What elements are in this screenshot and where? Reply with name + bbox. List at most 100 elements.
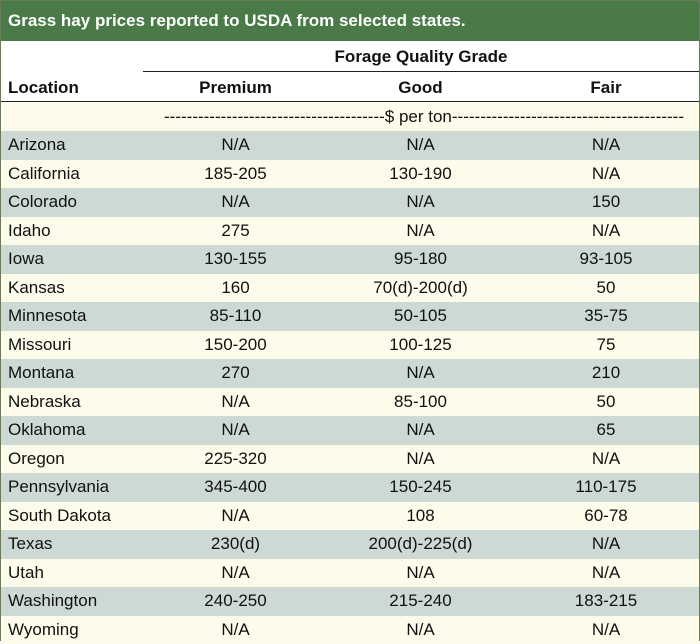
location-cell: Idaho bbox=[8, 217, 51, 246]
fair-price-cell: N/A bbox=[513, 217, 699, 246]
premium-price-cell: 160 bbox=[143, 274, 328, 303]
fair-price-cell: 60-78 bbox=[513, 502, 699, 531]
location-cell: Oklahoma bbox=[8, 416, 85, 445]
good-price-cell: 95-180 bbox=[328, 245, 513, 274]
location-cell: Oregon bbox=[8, 445, 65, 474]
location-cell: Arizona bbox=[8, 131, 66, 160]
fair-price-cell: 110-175 bbox=[513, 473, 699, 502]
premium-price-cell: 150-200 bbox=[143, 331, 328, 360]
header-divider bbox=[1, 101, 699, 102]
fair-price-cell: N/A bbox=[513, 445, 699, 474]
good-column-header: Good bbox=[328, 78, 513, 98]
location-cell: Missouri bbox=[8, 331, 71, 360]
group-header-underline bbox=[143, 71, 699, 72]
premium-price-cell: 230(d) bbox=[143, 530, 328, 559]
good-price-cell: 100-125 bbox=[328, 331, 513, 360]
good-price-cell: N/A bbox=[328, 359, 513, 388]
premium-price-cell: 85-110 bbox=[143, 302, 328, 331]
premium-price-cell: N/A bbox=[143, 559, 328, 588]
premium-price-cell: 185-205 bbox=[143, 160, 328, 189]
premium-price-cell: N/A bbox=[143, 502, 328, 531]
good-price-cell: 150-245 bbox=[328, 473, 513, 502]
good-price-cell: N/A bbox=[328, 416, 513, 445]
good-price-cell: N/A bbox=[328, 559, 513, 588]
good-price-cell: 85-100 bbox=[328, 388, 513, 417]
good-price-cell: N/A bbox=[328, 131, 513, 160]
table-row: Texas 230(d)200(d)-225(d)N/A bbox=[1, 530, 699, 559]
location-cell: Montana bbox=[8, 359, 74, 388]
premium-price-cell: 240-250 bbox=[143, 587, 328, 616]
fair-price-cell: 93-105 bbox=[513, 245, 699, 274]
location-cell: Texas bbox=[8, 530, 52, 559]
fair-price-cell: N/A bbox=[513, 616, 699, 644]
location-cell: Colorado bbox=[8, 188, 77, 217]
fair-price-cell: 150 bbox=[513, 188, 699, 217]
location-cell: Pennsylvania bbox=[8, 473, 109, 502]
premium-price-cell: N/A bbox=[143, 388, 328, 417]
forage-quality-grade-header: Forage Quality Grade bbox=[143, 47, 699, 67]
fair-price-cell: 50 bbox=[513, 388, 699, 417]
good-price-cell: 200(d)-225(d) bbox=[328, 530, 513, 559]
fair-column-header: Fair bbox=[513, 78, 699, 98]
location-cell: Washington bbox=[8, 587, 97, 616]
location-cell: Wyoming bbox=[8, 616, 79, 644]
premium-column-header: Premium bbox=[143, 78, 328, 98]
fair-price-cell: 75 bbox=[513, 331, 699, 360]
fair-price-cell: N/A bbox=[513, 160, 699, 189]
good-price-cell: N/A bbox=[328, 217, 513, 246]
fair-price-cell: 183-215 bbox=[513, 587, 699, 616]
location-cell: California bbox=[8, 160, 80, 189]
location-cell: Utah bbox=[8, 559, 44, 588]
location-cell: Minnesota bbox=[8, 302, 86, 331]
good-price-cell: 50-105 bbox=[328, 302, 513, 331]
fair-price-cell: 50 bbox=[513, 274, 699, 303]
good-price-cell: 70(d)-200(d) bbox=[328, 274, 513, 303]
good-price-cell: 130-190 bbox=[328, 160, 513, 189]
good-price-cell: N/A bbox=[328, 616, 513, 644]
premium-price-cell: 270 bbox=[143, 359, 328, 388]
fair-price-cell: N/A bbox=[513, 131, 699, 160]
good-price-cell: N/A bbox=[328, 445, 513, 474]
fair-price-cell: N/A bbox=[513, 530, 699, 559]
fair-price-cell: 65 bbox=[513, 416, 699, 445]
location-cell: South Dakota bbox=[8, 502, 111, 531]
unit-row: ---------------------------------------$… bbox=[1, 103, 699, 131]
premium-price-cell: 275 bbox=[143, 217, 328, 246]
premium-price-cell: N/A bbox=[143, 416, 328, 445]
table-title: Grass hay prices reported to USDA from s… bbox=[1, 1, 699, 41]
location-column-header: Location bbox=[8, 78, 79, 98]
good-price-cell: 215-240 bbox=[328, 587, 513, 616]
location-cell: Iowa bbox=[8, 245, 44, 274]
premium-price-cell: N/A bbox=[143, 616, 328, 644]
premium-price-cell: 130-155 bbox=[143, 245, 328, 274]
good-price-cell: 108 bbox=[328, 502, 513, 531]
premium-price-cell: N/A bbox=[143, 131, 328, 160]
fair-price-cell: 210 bbox=[513, 359, 699, 388]
premium-price-cell: N/A bbox=[143, 188, 328, 217]
good-price-cell: N/A bbox=[328, 188, 513, 217]
fair-price-cell: N/A bbox=[513, 559, 699, 588]
location-cell: Kansas bbox=[8, 274, 65, 303]
fair-price-cell: 35-75 bbox=[513, 302, 699, 331]
location-cell: Nebraska bbox=[8, 388, 81, 417]
unit-label: ---------------------------------------$… bbox=[149, 103, 699, 131]
